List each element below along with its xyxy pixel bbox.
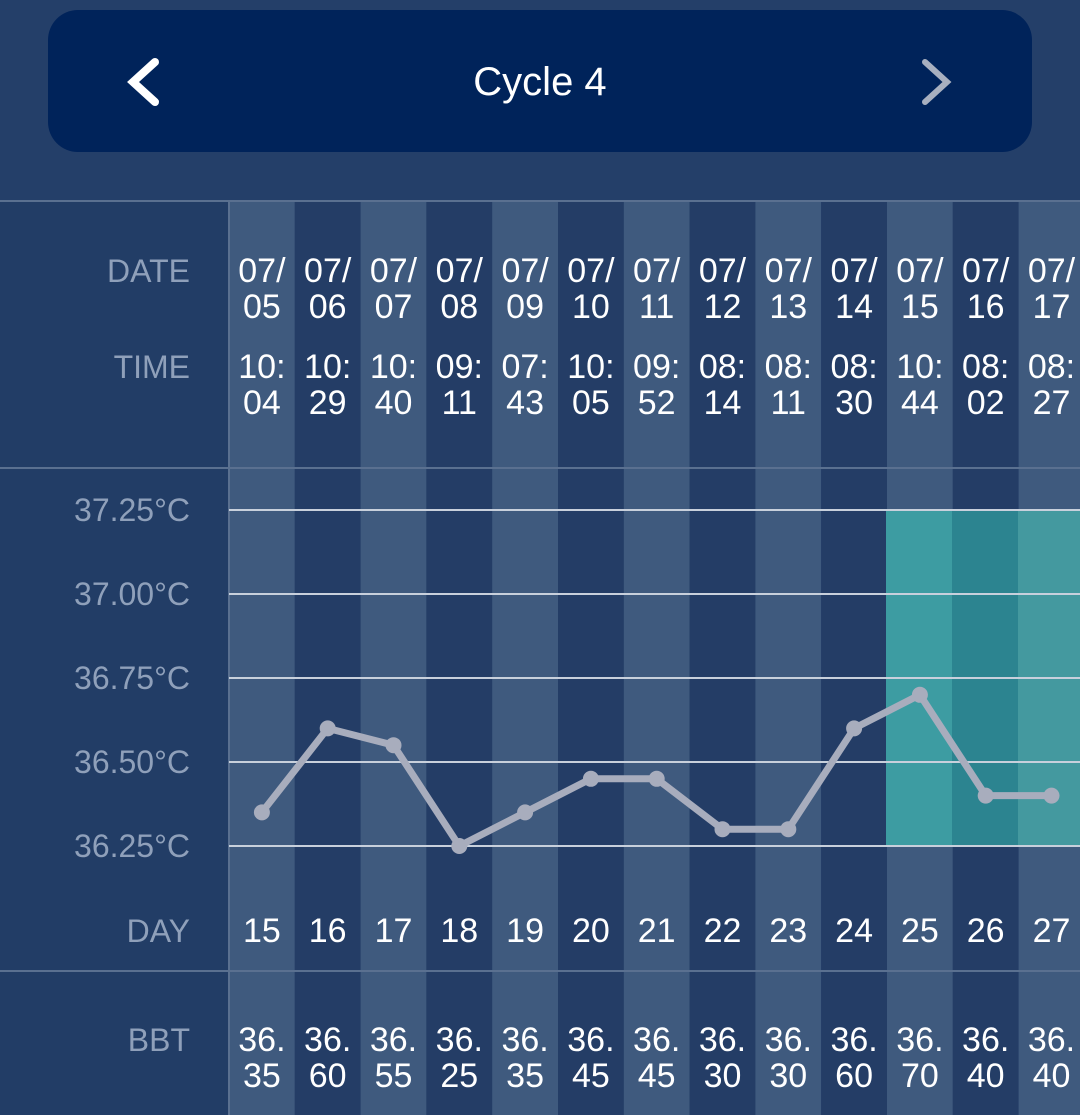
bbt-point bbox=[451, 838, 468, 854]
time: 08:11 bbox=[764, 348, 812, 422]
date: 07/15 bbox=[896, 252, 944, 326]
bbt-point bbox=[846, 720, 863, 737]
column bbox=[821, 201, 887, 1115]
time: 10:29 bbox=[304, 348, 352, 422]
day: 16 bbox=[308, 912, 347, 950]
bbt-point bbox=[648, 770, 665, 787]
bbt-value: 36.45 bbox=[633, 1021, 681, 1095]
next-arrow[interactable] bbox=[922, 59, 952, 105]
bbt-value: 36.70 bbox=[896, 1021, 944, 1095]
bbt-value: 36.25 bbox=[435, 1021, 483, 1095]
day: 27 bbox=[1032, 912, 1071, 950]
bbt-point bbox=[714, 821, 731, 838]
date: 07/09 bbox=[501, 252, 549, 326]
time: 10:05 bbox=[567, 348, 615, 422]
date: 07/07 bbox=[369, 252, 418, 326]
bbt-value: 36.30 bbox=[698, 1021, 747, 1095]
bbt-point bbox=[253, 804, 270, 821]
time: 08:02 bbox=[962, 348, 1010, 422]
bbt-value: 36.30 bbox=[764, 1021, 812, 1095]
bbt-point bbox=[517, 804, 534, 821]
bbt-point bbox=[780, 821, 797, 838]
row-label: DAY bbox=[126, 913, 190, 949]
y-tick-label: 36.50°C bbox=[74, 744, 190, 780]
bbt-value: 36.45 bbox=[567, 1021, 615, 1095]
y-tick-label: 36.75°C bbox=[74, 660, 190, 696]
date: 07/12 bbox=[698, 252, 747, 326]
day: 20 bbox=[571, 912, 610, 950]
column bbox=[492, 201, 558, 1115]
date: 07/17 bbox=[1027, 252, 1076, 326]
day: 26 bbox=[966, 912, 1005, 950]
prev-arrow[interactable] bbox=[127, 58, 159, 106]
bbt-point bbox=[319, 720, 336, 737]
day: 23 bbox=[769, 912, 808, 950]
bbt-point bbox=[1043, 787, 1060, 804]
bbt-value: 36.55 bbox=[369, 1021, 418, 1095]
title: Cycle 4 bbox=[473, 60, 607, 104]
bbt-point bbox=[911, 686, 928, 703]
row-label: DATE bbox=[107, 253, 190, 289]
date: 07/16 bbox=[962, 252, 1010, 326]
time: 10:04 bbox=[238, 348, 286, 422]
column bbox=[229, 201, 295, 1115]
bbt-point bbox=[582, 770, 599, 787]
day: 24 bbox=[835, 912, 873, 950]
column bbox=[623, 201, 690, 1115]
time: 08:14 bbox=[698, 348, 747, 422]
day: 18 bbox=[440, 912, 479, 950]
date: 07/06 bbox=[304, 252, 352, 326]
date: 07/14 bbox=[830, 252, 878, 326]
date: 07/11 bbox=[633, 252, 681, 326]
time: 08:30 bbox=[830, 348, 878, 422]
time: 10:40 bbox=[369, 348, 418, 422]
column bbox=[426, 201, 493, 1115]
date: 07/08 bbox=[435, 252, 483, 326]
day: 19 bbox=[506, 912, 544, 950]
bbt-value: 36.35 bbox=[501, 1021, 549, 1095]
time: 10:44 bbox=[896, 348, 944, 422]
column bbox=[294, 201, 361, 1115]
day: 21 bbox=[637, 912, 676, 950]
bbt-value: 36.40 bbox=[1027, 1021, 1076, 1095]
day: 25 bbox=[900, 912, 939, 950]
column bbox=[360, 201, 427, 1115]
y-tick-label: 37.00°C bbox=[74, 576, 190, 612]
y-tick-label: 36.25°C bbox=[74, 828, 190, 864]
cycle-bar bbox=[48, 10, 1032, 152]
bbt-value: 36.60 bbox=[304, 1021, 352, 1095]
date: 07/13 bbox=[764, 252, 812, 326]
row-label: TIME bbox=[113, 349, 190, 385]
time: 09:52 bbox=[633, 348, 681, 422]
bbt-value: 36.35 bbox=[238, 1021, 286, 1095]
date: 07/05 bbox=[238, 252, 286, 326]
column bbox=[755, 201, 822, 1115]
column bbox=[689, 201, 756, 1115]
date: 07/10 bbox=[567, 252, 615, 326]
time: 09:11 bbox=[435, 348, 483, 422]
column bbox=[558, 201, 624, 1115]
bbt-value: 36.60 bbox=[830, 1021, 878, 1095]
day: 22 bbox=[703, 912, 742, 950]
y-tick-label: 37.25°C bbox=[74, 492, 190, 528]
day: 15 bbox=[242, 912, 281, 950]
time: 07:43 bbox=[501, 348, 549, 422]
time: 08:27 bbox=[1027, 348, 1076, 422]
day: 17 bbox=[374, 912, 413, 950]
bbt-point bbox=[977, 787, 994, 804]
row-label: BBT bbox=[127, 1022, 190, 1058]
bbt-point bbox=[385, 737, 402, 754]
bbt-value: 36.40 bbox=[962, 1021, 1010, 1095]
